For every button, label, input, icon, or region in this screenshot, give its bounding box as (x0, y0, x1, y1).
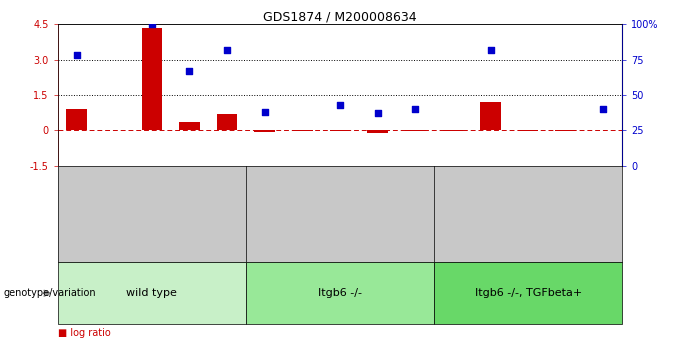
Bar (292, 130, 313, 131)
Point (71, 52, 82, 58)
Bar (480, 102, 501, 130)
Bar (517, 130, 539, 131)
Bar (217, 114, 237, 130)
Text: Itgb6 -/-: Itgb6 -/- (318, 288, 362, 298)
Point (335, 102, 345, 108)
Text: wild type: wild type (126, 288, 177, 298)
Point (372, 110, 383, 116)
Point (259, 109, 270, 115)
Bar (66, 109, 87, 130)
Point (184, 68, 195, 73)
Bar (367, 130, 388, 132)
Point (485, 47, 496, 52)
Text: ■ log ratio: ■ log ratio (58, 328, 111, 338)
Bar (330, 130, 350, 131)
Bar (443, 130, 463, 131)
Bar (141, 28, 163, 130)
Bar (556, 130, 576, 131)
Point (222, 47, 233, 52)
Bar (254, 130, 275, 132)
Point (410, 106, 421, 112)
Bar (179, 122, 200, 130)
Point (598, 106, 609, 112)
Text: GDS1874 / M200008634: GDS1874 / M200008634 (263, 10, 417, 23)
Text: Itgb6 -/-, TGFbeta+: Itgb6 -/-, TGFbeta+ (475, 288, 582, 298)
Text: genotype/variation: genotype/variation (3, 288, 96, 298)
Bar (405, 130, 426, 131)
Point (146, 21, 157, 27)
